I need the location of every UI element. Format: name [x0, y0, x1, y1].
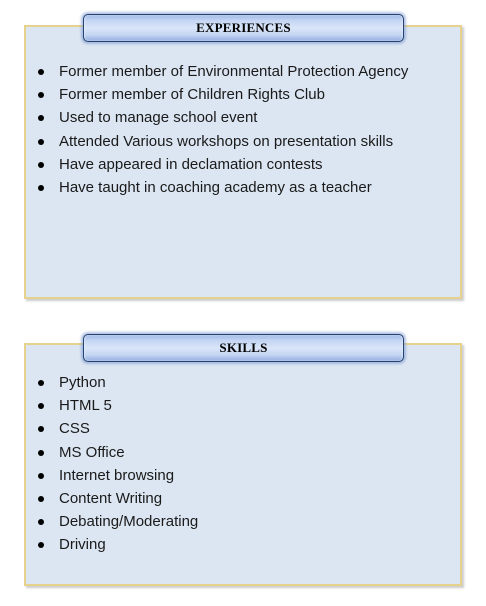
list-item: HTML 5: [36, 394, 198, 417]
list-item: Have taught in coaching academy as a tea…: [36, 176, 408, 199]
list-item: Content Writing: [36, 487, 198, 510]
experiences-list: Former member of Environmental Protectio…: [36, 60, 408, 199]
skills-section: Python HTML 5 CSS MS Office Internet bro…: [24, 343, 462, 586]
list-item: Internet browsing: [36, 464, 198, 487]
skills-heading-text: SKILLS: [219, 340, 268, 355]
list-item: Former member of Children Rights Club: [36, 83, 408, 106]
skills-heading: SKILLS: [83, 334, 404, 362]
experiences-heading-text: EXPERIENCES: [196, 20, 291, 35]
list-item: Driving: [36, 533, 198, 556]
list-item: Used to manage school event: [36, 106, 408, 129]
list-item: MS Office: [36, 441, 198, 464]
list-item: Have appeared in declamation contests: [36, 153, 408, 176]
list-item: Python: [36, 371, 198, 394]
list-item: Attended Various workshops on presentati…: [36, 130, 408, 153]
experiences-section: Former member of Environmental Protectio…: [24, 25, 462, 299]
skills-list: Python HTML 5 CSS MS Office Internet bro…: [36, 371, 198, 557]
list-item: CSS: [36, 417, 198, 440]
list-item: Debating/Moderating: [36, 510, 198, 533]
experiences-heading: EXPERIENCES: [83, 14, 404, 42]
list-item: Former member of Environmental Protectio…: [36, 60, 408, 83]
